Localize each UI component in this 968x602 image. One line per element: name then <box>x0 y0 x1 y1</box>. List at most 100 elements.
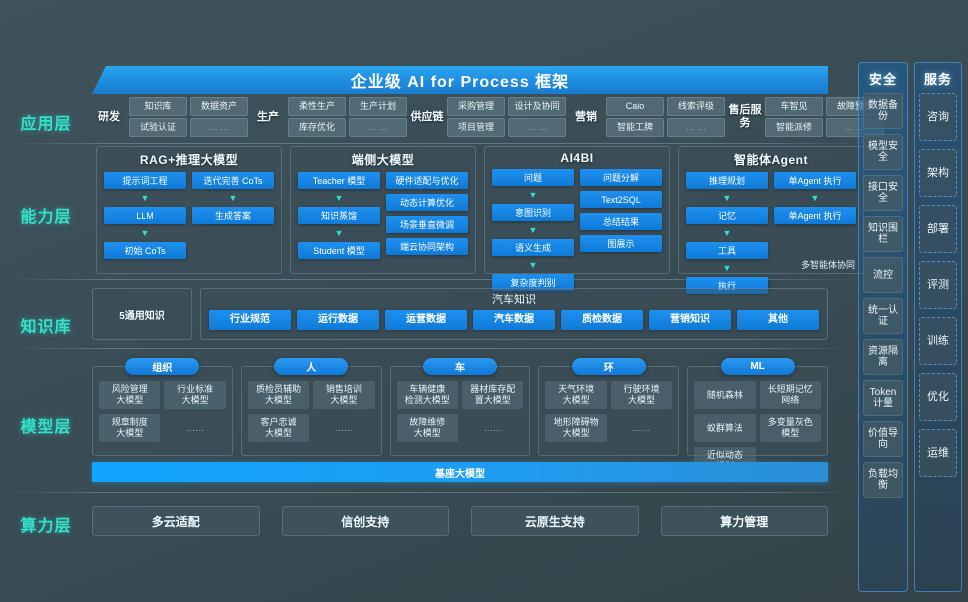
application-cell[interactable]: 试验认证 <box>129 118 187 137</box>
capability-chip[interactable]: 迭代完善 CoTs <box>192 172 274 189</box>
capability-chip[interactable]: 执行 <box>686 277 768 294</box>
security-rail-item[interactable]: 统一认证 <box>863 298 903 334</box>
compute-cell[interactable]: 信创支持 <box>281 506 449 536</box>
compute-cell[interactable]: 多云适配 <box>92 506 260 536</box>
application-cell[interactable]: 数据资产 <box>190 97 248 116</box>
model-cell[interactable]: 销售培训 大模型 <box>313 381 375 409</box>
model-cell[interactable]: 行业标准 大模型 <box>164 381 226 409</box>
capability-chip[interactable]: Text2SQL <box>580 191 662 208</box>
model-cell[interactable]: 车辆健康 检测大模型 <box>396 381 458 409</box>
capability-chip[interactable]: 意图识别 <box>492 204 574 221</box>
capability-chip[interactable]: 动态计算优化 <box>386 194 468 211</box>
model-group-tag: ML <box>720 358 795 375</box>
service-rail-item[interactable]: 评测 <box>919 261 957 309</box>
capability-chip[interactable]: 推理规划 <box>686 172 768 189</box>
application-cell[interactable]: 采购管理 <box>447 97 505 116</box>
knowledge-chip[interactable]: 运营数据 <box>385 310 467 330</box>
model-cell[interactable]: 客户忠诚 大模型 <box>247 414 310 442</box>
model-cell[interactable]: 多变量灰色 模型 <box>759 414 821 442</box>
model-cell[interactable]: …… <box>632 422 651 433</box>
service-rail-item[interactable]: 咨询 <box>919 93 957 141</box>
model-cell[interactable]: …… <box>781 455 800 466</box>
knowledge-chip[interactable]: 运行数据 <box>297 310 379 330</box>
security-rail-item[interactable]: 资源隔离 <box>863 339 903 375</box>
knowledge-chip[interactable]: 行业规范 <box>209 310 291 330</box>
application-cell[interactable]: 柔性生产 <box>288 97 346 116</box>
application-cell[interactable]: 设计及协同 <box>508 97 566 116</box>
security-rail-item[interactable]: 价值导向 <box>863 421 903 457</box>
security-rail-item[interactable]: 接口安全 <box>863 175 903 211</box>
model-cell[interactable]: 随机森林 <box>694 381 756 409</box>
model-cell[interactable]: 故障维修 大模型 <box>396 414 458 442</box>
application-cell[interactable]: 智能工牌 <box>606 118 664 137</box>
security-rail-item[interactable]: 负载均衡 <box>863 462 903 498</box>
capability-chip[interactable]: LLM <box>104 207 186 224</box>
security-rail-item[interactable]: 模型安全 <box>863 134 903 170</box>
security-rail-item[interactable]: 流控 <box>863 257 903 293</box>
application-cell[interactable]: 智能派修 <box>765 118 823 137</box>
capability-chip[interactable]: Teacher 模型 <box>298 172 380 189</box>
application-cell[interactable]: … … <box>667 118 725 137</box>
knowledge-chip[interactable]: 汽车数据 <box>473 310 555 330</box>
application-cell[interactable]: Caio <box>606 97 664 116</box>
model-cell[interactable]: 天气环境 大模型 <box>545 381 607 409</box>
model-cell[interactable]: 规章制度 大模型 <box>99 414 161 442</box>
compute-cell[interactable]: 算力管理 <box>660 506 828 536</box>
compute-cell[interactable]: 云原生支持 <box>471 506 639 536</box>
capability-chip[interactable]: 知识蒸馏 <box>298 207 380 224</box>
capability-chip[interactable]: 场景垂直微调 <box>386 216 468 233</box>
application-cell[interactable]: 知识库 <box>129 97 187 116</box>
model-cell[interactable]: …… <box>334 422 353 433</box>
application-cell[interactable]: … … <box>190 118 248 137</box>
capability-chip[interactable]: Student 模型 <box>298 242 380 259</box>
service-rail-item[interactable]: 架构 <box>919 149 957 197</box>
model-cell[interactable]: 风险管理 大模型 <box>99 381 161 409</box>
capability-chip[interactable]: 问题分解 <box>580 169 662 186</box>
service-rail-item[interactable]: 运维 <box>919 429 957 477</box>
capability-column-left: 问题 ▼ 意图识别 ▼ 语义生成 ▼ 复杂度判别 <box>492 169 574 291</box>
capability-chip[interactable]: 工具 <box>686 242 768 259</box>
service-rail-item[interactable]: 部署 <box>919 205 957 253</box>
knowledge-chip[interactable]: 营销知识 <box>649 310 731 330</box>
model-cell[interactable]: …… <box>186 422 205 433</box>
application-cell[interactable]: … … <box>349 118 407 137</box>
application-group: 研发 知识库 试验认证 数据资产 … … <box>92 96 248 138</box>
arrow-down-icon: ▼ <box>140 193 150 203</box>
capability-chip[interactable]: 硬件适配与优化 <box>386 172 468 189</box>
model-cell[interactable]: 地形障碍物 大模型 <box>545 414 607 442</box>
capability-chip[interactable]: 初始 CoTs <box>104 242 186 259</box>
model-cell[interactable]: 质检员辅助 大模型 <box>247 381 310 409</box>
model-cell[interactable]: 器材库存配 置大模型 <box>462 381 524 409</box>
security-rail-item[interactable]: 数据备份 <box>863 93 903 129</box>
capability-chip[interactable]: 生成答案 <box>192 207 274 224</box>
security-rail-item[interactable]: Token计量 <box>863 380 903 416</box>
capability-layer-row: RAG+推理大模型 提示词工程 ▼ LLM ▼ 初始 CoTs 迭代完善 CoTs ▼ 生成答案… <box>96 146 864 294</box>
service-rail-item[interactable]: 优化 <box>919 373 957 421</box>
model-group: 环天气环境 大模型 地形障碍物 大模型 行驶环境 大模型 …… <box>538 358 680 456</box>
service-rail-item[interactable]: 训练 <box>919 317 957 365</box>
application-cell[interactable]: 项目管理 <box>447 118 505 137</box>
application-cell[interactable]: 库存优化 <box>288 118 346 137</box>
model-cell[interactable]: 行驶环境 大模型 <box>610 381 673 409</box>
capability-chip[interactable]: 端云协同架构 <box>386 238 468 255</box>
capability-chip[interactable]: 语义生成 <box>492 239 574 256</box>
capability-chip[interactable]: 复杂度判别 <box>492 274 574 291</box>
model-cell[interactable]: 蚁群算法 <box>694 414 756 442</box>
capability-chip[interactable]: 问题 <box>492 169 574 186</box>
capability-chip[interactable]: 提示词工程 <box>104 172 186 189</box>
security-rail-item[interactable]: 知识围栏 <box>863 216 903 252</box>
knowledge-chip[interactable]: 其他 <box>737 310 819 330</box>
application-cell[interactable]: 车智见 <box>765 97 823 116</box>
capability-chip[interactable]: 单Agent 执行 <box>774 207 856 224</box>
application-cell[interactable]: 线索评级 <box>667 97 725 116</box>
capability-chip[interactable]: 图展示 <box>580 235 662 252</box>
application-cell[interactable]: … … <box>508 118 566 137</box>
arrow-down-icon: ▼ <box>140 228 150 238</box>
application-cell[interactable]: 生产计划 <box>349 97 407 116</box>
capability-chip[interactable]: 单Agent 执行 <box>774 172 856 189</box>
knowledge-chip[interactable]: 质检数据 <box>561 310 643 330</box>
capability-chip[interactable]: 总结结果 <box>580 213 662 230</box>
capability-chip[interactable]: 记忆 <box>686 207 768 224</box>
model-cell[interactable]: …… <box>483 422 502 433</box>
model-cell[interactable]: 长短期记忆 网络 <box>759 381 821 409</box>
